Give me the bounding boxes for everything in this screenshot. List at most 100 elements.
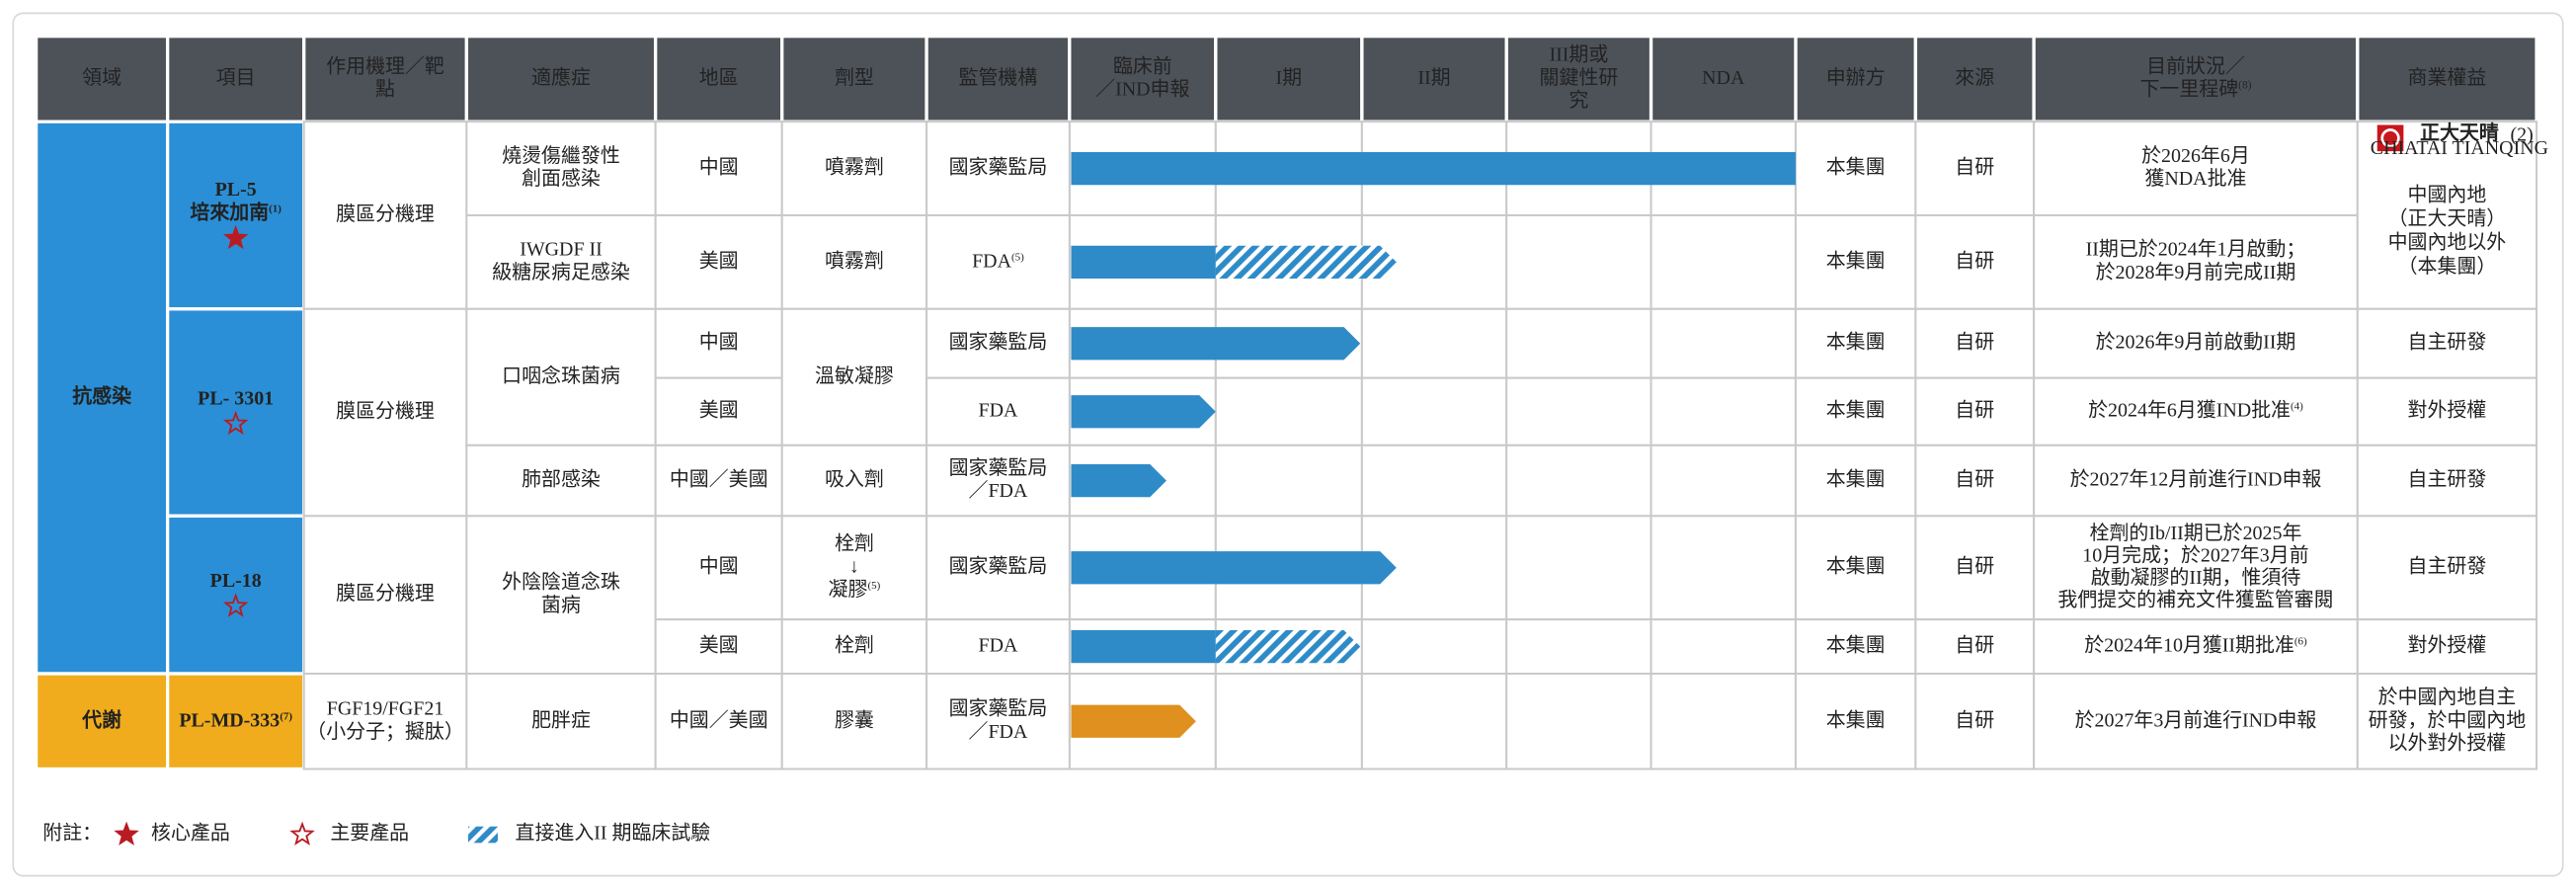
table-cell	[1794, 121, 1917, 216]
table-cell	[465, 515, 657, 676]
text-line: 來源	[1955, 66, 1994, 89]
cell-text: FGF19/FGF21	[327, 697, 444, 719]
text-line: 本集團	[1826, 155, 1886, 178]
footnote-ref: (8)	[2238, 79, 2252, 91]
cell-text: 自主研發	[2408, 467, 2487, 490]
text-line: 菌病	[541, 593, 581, 615]
text-line: 自研	[1955, 554, 1994, 577]
table-cell	[165, 672, 306, 771]
text-line: 本集團	[1826, 398, 1886, 421]
cell-text: 於中國內地自主	[2378, 686, 2517, 708]
progress-bar	[1071, 151, 1796, 186]
stage-cell	[1650, 213, 1797, 310]
cell-text: 以外對外授權	[2388, 731, 2507, 754]
cell-text: 我們提交的補充文件獲監管審閱	[2057, 588, 2333, 610]
cell-text: 肺部感染	[522, 467, 601, 490]
cell-text: ／FDA	[969, 720, 1028, 742]
stage-cell	[1505, 673, 1652, 770]
table-cell	[654, 121, 783, 216]
header-cell	[653, 35, 784, 123]
text-line: II期	[1417, 67, 1450, 89]
logo-note: (2)	[2510, 124, 2533, 146]
text-line: III期或	[1549, 42, 1608, 65]
stage-cell	[1505, 213, 1652, 310]
progress-bar	[1071, 551, 1397, 585]
legend-direct: 直接進入II 期臨床試驗	[516, 822, 711, 845]
cell-text: 溫敏凝膠	[815, 364, 894, 386]
progress-bar-direct	[1215, 245, 1397, 280]
text-line: 創面感染	[522, 167, 601, 190]
cell-text: 自研	[1955, 708, 1994, 731]
text-line: 於2026年9月前啟動II期	[2096, 330, 2296, 353]
text-line: 作用機理／靶	[326, 54, 444, 77]
cell-text: 膜區分機理	[336, 202, 435, 225]
table-cell	[1794, 376, 1917, 446]
logo-icon-ring	[2380, 128, 2400, 148]
text-line: 項目	[216, 67, 256, 89]
cell-text: 於2027年12月前進行IND申報	[2070, 467, 2322, 490]
logo-subtext: CHIATAI TIANQING	[2371, 137, 2548, 159]
cell-text: 美國	[699, 398, 739, 421]
table-cell	[654, 213, 783, 310]
cell-text: 噴霧劑	[825, 249, 884, 272]
cell-text: 監管機構	[959, 66, 1038, 89]
text-line: ↓	[849, 555, 859, 577]
cell-text: II期	[1417, 67, 1450, 89]
footnote-ref: (5)	[867, 580, 880, 592]
header-cell	[925, 35, 1072, 123]
cell-text: 究	[1569, 89, 1588, 112]
text-line: 臨床前	[1113, 54, 1172, 77]
table-cell	[654, 376, 783, 446]
text-line: 本集團	[1826, 330, 1886, 353]
text-line: 國家藥監局	[949, 330, 1048, 353]
header-cell	[1068, 35, 1218, 123]
text-line: 外陰陰道念珠	[502, 569, 620, 593]
cell-text: 獲NDA批准	[2144, 167, 2246, 190]
text-line: 以外對外授權	[2388, 731, 2507, 754]
text-line: 級糖尿病足感染	[492, 261, 630, 283]
legend-core-star	[114, 821, 139, 846]
text-line: 本集團	[1826, 467, 1886, 490]
table-cell	[465, 307, 657, 446]
cell-text: 自研	[1955, 398, 1994, 421]
cell-text: III期或	[1549, 42, 1608, 65]
cell-text: 自研	[1955, 249, 1994, 272]
header-cell	[780, 35, 928, 123]
text-line: 中國內地以外	[2388, 230, 2507, 253]
stage-cell	[1360, 444, 1508, 518]
cell-text: ／IND申報	[1095, 77, 1189, 100]
major-star	[222, 593, 249, 617]
text-line: （本集團）	[2398, 254, 2497, 277]
cell-text: 本集團	[1826, 330, 1886, 353]
cell-text: （本集團）	[2398, 254, 2497, 277]
text-line: 於2028年9月前完成II期	[2096, 261, 2296, 283]
stage-cell	[1360, 307, 1508, 379]
cell-text: 自研	[1955, 467, 1994, 490]
cell-text: FDA	[978, 634, 1017, 656]
text-line: PL-5	[215, 179, 257, 201]
text-line: 燒燙傷繼發性	[502, 144, 620, 167]
cell-text: I期	[1276, 67, 1303, 89]
stage-cell	[1505, 307, 1652, 379]
table-cell	[780, 121, 928, 216]
cell-text: 中國／美國	[670, 708, 768, 731]
text-line: 10月完成；於2027年3月前	[2082, 543, 2308, 566]
cell-text: （正大天晴）	[2388, 206, 2507, 229]
text-line: 劑型	[835, 66, 874, 89]
cell-text: 口咽念珠菌病	[502, 363, 620, 386]
footer-label: 附註：	[42, 822, 102, 845]
cell-text: 中國	[699, 155, 739, 178]
stage-cell	[1650, 673, 1797, 770]
cell-text: 美國	[699, 249, 739, 272]
legend-core: 核心產品	[151, 822, 230, 845]
text-line: 國家藥監局	[949, 554, 1048, 577]
text-line: 於2027年12月前進行IND申報	[2070, 467, 2322, 490]
text-line: 自研	[1955, 467, 1994, 490]
header-cell	[2032, 35, 2360, 123]
cell-text: 自研	[1955, 554, 1994, 577]
cell-text: FDA(5)	[972, 250, 1024, 272]
cell-text: 作用機理／靶	[326, 54, 444, 77]
text-line: 中國／美國	[670, 708, 768, 731]
text-line: 中國／美國	[670, 467, 768, 490]
table-cell	[302, 307, 468, 518]
